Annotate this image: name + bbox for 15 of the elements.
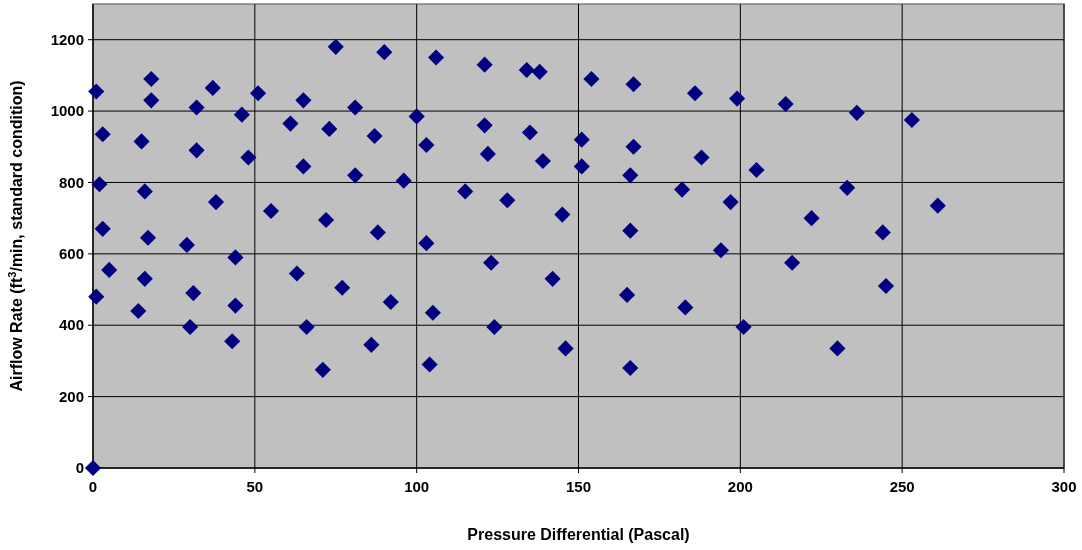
x-tick-label: 100 — [404, 478, 430, 495]
y-tick-label: 0 — [75, 459, 84, 477]
x-tick-label: 250 — [889, 478, 915, 495]
y-tick-label: 1200 — [50, 30, 84, 48]
y-tick-label: 1000 — [50, 102, 84, 120]
x-tick-label: 0 — [88, 478, 98, 495]
y-tick-label: 800 — [58, 173, 84, 191]
x-tick-label: 150 — [565, 478, 592, 495]
x-tick-label: 300 — [1051, 478, 1077, 495]
y-tick-label: 400 — [58, 316, 84, 334]
y-tick-label: 600 — [58, 245, 84, 263]
x-tick-label: 200 — [727, 478, 753, 495]
x-tick-label: 50 — [246, 478, 264, 495]
y-tick-label: 200 — [58, 387, 84, 405]
x-axis-title: Pressure Differential (Pascal) — [467, 526, 690, 543]
